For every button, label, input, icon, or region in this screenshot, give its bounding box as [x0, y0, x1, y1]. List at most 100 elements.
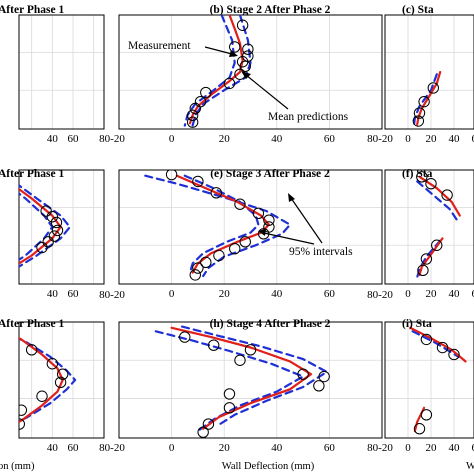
panel-2: (b) Stage 2 After Phase 2 0 20 40 60 — [118, 4, 383, 145]
panel-3: (c) Sta 0 20 40 60 — [384, 4, 474, 145]
measurement-point — [179, 331, 191, 343]
panel-6: (f) Sta 0 20 40 60 — [384, 168, 474, 300]
annotation-95-intervals: 95% intervals — [289, 246, 353, 258]
x-tick-label-boundary: 80-20 — [99, 442, 125, 454]
plot-area — [4, 48, 9, 61]
panels: After Phase 140 60 (b) Stage 2 After Phase… — [0, 4, 474, 454]
x-axis-label-mid: Wall Deflection (mm) — [222, 461, 315, 472]
arrow-interval-upper — [290, 197, 323, 244]
x-tick-label: 40 — [47, 288, 59, 300]
measurement-point — [431, 239, 443, 251]
arrow-head-interval-lower — [258, 229, 266, 236]
measurement-point — [427, 82, 439, 94]
measurement-point — [239, 60, 251, 73]
x-tick-label: 60 — [324, 288, 336, 300]
panel-title: (e) Stage 3 After Phase 2 — [210, 168, 330, 180]
measurement-point — [25, 344, 38, 356]
x-tick-label: 60 — [68, 442, 80, 454]
panel-1: After Phase 1 40 60 — [0, 4, 105, 145]
interval-line — [416, 180, 460, 224]
measurement-point — [189, 269, 201, 281]
x-tick-label: 60 — [68, 288, 80, 300]
mean-prediction-line — [418, 237, 444, 276]
plot-area — [183, 15, 254, 128]
mean-prediction-line — [19, 187, 62, 265]
interval-line — [19, 192, 54, 262]
plot-area — [19, 184, 72, 268]
measurement-point — [420, 333, 433, 346]
x-tick-label: 40 — [271, 442, 283, 454]
panel-8: (h) Stage 4 After Phase 2 0 20 40 60 — [118, 318, 383, 454]
panel-title: (h) Stage 4 After Phase 2 — [210, 318, 331, 330]
x-tick-label-boundary: 80-20 — [367, 133, 393, 145]
measurement-point — [223, 402, 236, 414]
x-tick-label: 20 — [426, 442, 438, 454]
x-tick-label-boundary: 80-20 — [367, 442, 393, 454]
x-tick-label: 0 — [169, 442, 175, 454]
interval-line — [183, 174, 260, 274]
measurement-point — [229, 242, 241, 255]
measurement-point — [420, 253, 433, 265]
panel-5: (e) Stage 3 After Phase 2 0 20 40 60 — [118, 168, 383, 300]
measurement-point — [56, 368, 69, 380]
axes-frame — [384, 14, 474, 130]
x-tick-label: 40 — [449, 133, 461, 145]
axes-frame — [118, 321, 383, 439]
measurement-point — [202, 418, 215, 430]
mean-prediction-line — [418, 175, 461, 217]
measurement-point — [448, 348, 460, 361]
x-tick-label: 40 — [271, 288, 283, 300]
measurement-point — [46, 211, 59, 223]
x-tick-label: 20 — [426, 133, 438, 145]
interval-line — [144, 174, 292, 278]
measurement-point — [200, 86, 212, 99]
arrow-head-interval-upper — [288, 193, 295, 202]
measurement-point — [19, 418, 25, 430]
measurement-point — [36, 241, 48, 254]
interval-line — [181, 325, 328, 428]
panel-title: (b) Stage 2 After Phase 2 — [210, 4, 331, 16]
annotation-measurement: Measurement — [128, 40, 191, 52]
x-axis-label-left: on (mm) — [0, 461, 35, 472]
x-tick-label: 60 — [324, 133, 336, 145]
plot-area — [154, 325, 330, 438]
measurement-point — [19, 404, 28, 416]
interval-line — [154, 330, 305, 433]
measurement-point — [229, 41, 241, 53]
measurement-point — [263, 214, 275, 226]
arrow-mean — [245, 74, 289, 110]
axes-frame — [118, 169, 383, 285]
x-tick-label-boundary: 80-20 — [367, 289, 393, 301]
measurement-point — [50, 216, 63, 229]
x-tick-label: 60 — [472, 133, 474, 145]
measurement-point — [420, 409, 433, 421]
measurement-point — [42, 236, 54, 248]
x-tick-label: 40 — [449, 442, 461, 454]
plot-area — [416, 171, 461, 279]
measurement-point — [252, 207, 265, 220]
measurement-point — [200, 256, 212, 269]
measurement-point — [207, 339, 220, 351]
measurement-point — [313, 380, 325, 392]
annotation-mean-predictions: Mean predictions — [268, 111, 349, 123]
plot-area — [412, 70, 442, 128]
measurement-point — [165, 170, 178, 181]
x-tick-label: 0 — [169, 133, 175, 145]
measurement-point — [234, 198, 246, 210]
x-tick-label: 20 — [219, 442, 231, 454]
measurement-point — [234, 354, 246, 366]
measurement-point — [318, 370, 330, 383]
measurement-point — [210, 187, 223, 199]
measurement-point — [40, 205, 52, 217]
panel-title: (f) Sta — [402, 168, 433, 180]
x-tick-label: 60 — [472, 442, 474, 454]
axes-frame — [18, 321, 105, 439]
interval-line — [19, 337, 77, 423]
measurement-point — [192, 262, 204, 274]
x-tick-label: 0 — [405, 442, 411, 454]
x-tick-label: 20 — [219, 133, 231, 145]
interval-line — [19, 184, 72, 268]
measurement-point — [51, 224, 64, 237]
interval-line — [4, 49, 6, 60]
x-tick-label-boundary: 80-20 — [99, 289, 125, 301]
